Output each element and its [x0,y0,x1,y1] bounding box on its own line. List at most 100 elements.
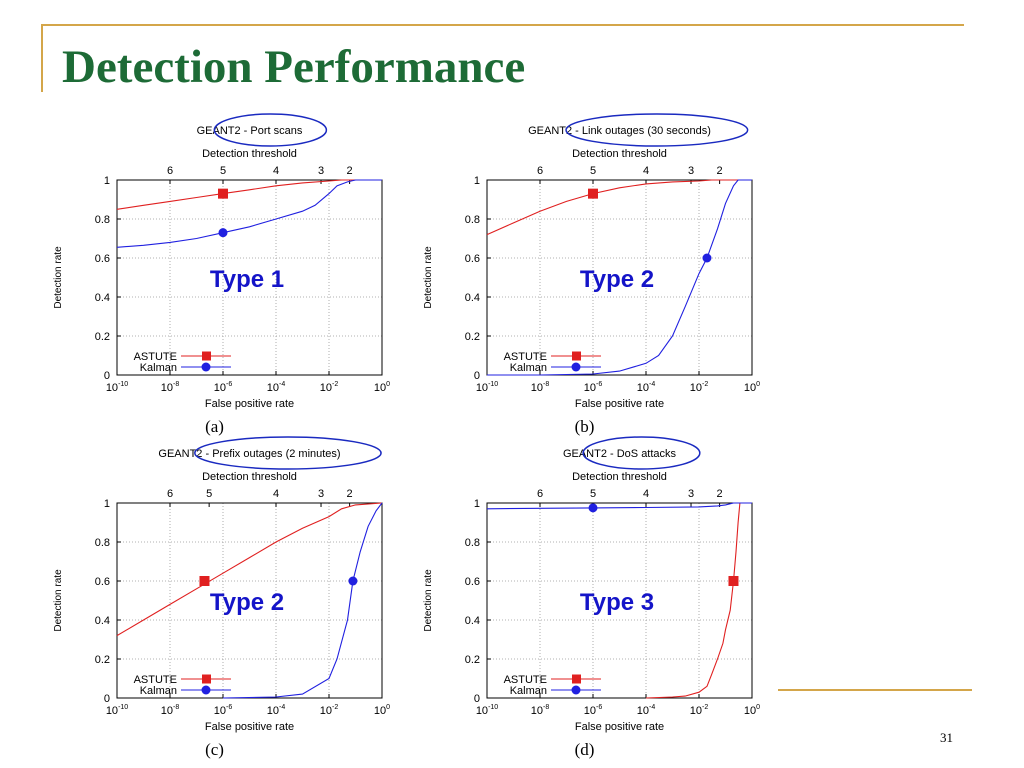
marker-kalman [348,576,358,586]
x-tick-label: 10-2 [320,704,339,717]
x-axis-label: False positive rate [575,721,664,733]
legend-label-kalman: Kalman [510,685,547,697]
y-tick-label: 0.2 [95,654,110,666]
legend-marker-kalman [201,362,211,372]
x2-tick-label: 6 [167,488,173,500]
x-tick-label: 10-6 [584,704,603,717]
chart-title: GEANT2 - Prefix outages (2 minutes) [158,448,340,460]
x-tick-label: 100 [374,381,390,394]
x2-tick-label: 3 [318,165,324,177]
y-tick-label: 0 [104,693,110,705]
slide-title: Detection Performance [62,41,526,93]
type-annotation: Type 3 [580,589,654,616]
y-tick-label: 1 [104,498,110,510]
x2-tick-label: 3 [688,488,694,500]
x2-tick-label: 6 [167,165,173,177]
top-axis-label: Detection threshold [572,148,667,160]
y-tick-label: 0 [104,370,110,382]
x-tick-label: 10-2 [690,381,709,394]
highlight-ellipse [565,113,749,147]
x-tick-label: 10-2 [320,381,339,394]
series-line-kalman [222,502,383,699]
y-axis-label: Detection rate [53,569,64,632]
series-line-astute [116,179,382,210]
chart-title: GEANT2 - Link outages (30 seconds) [528,125,711,137]
x2-tick-label: 4 [273,165,279,177]
x-tick-label: 10-4 [637,704,656,717]
x2-tick-label: 5 [206,488,212,500]
plot-frame [116,179,383,376]
x-tick-label: 100 [374,704,390,717]
panel-caption: (b) [575,417,595,436]
series-line-kalman [486,502,752,510]
chart-title: GEANT2 - Port scans [197,125,303,137]
series-line-kalman [487,179,752,376]
legend-marker-kalman [571,685,581,695]
chart-panel-a: GEANT2 - Port scans Detection threshold 10… [53,113,390,436]
chart-panel-c: GEANT2 - Prefix outages (2 minutes) Detec… [53,436,390,759]
type-annotation: Type 1 [210,266,284,293]
x-tick-label: 10-8 [531,704,550,717]
y-tick-label: 0.2 [95,331,110,343]
x2-tick-label: 2 [717,488,723,500]
x2-tick-label: 6 [537,488,543,500]
top-axis-label: Detection threshold [202,148,297,160]
x-tick-label: 10-10 [106,704,128,717]
x-tick-label: 10-6 [214,381,233,394]
x2-tick-label: 2 [347,488,353,500]
top-rule [41,24,964,26]
series-line-astute [116,502,383,637]
legend-marker-astute [202,351,211,361]
chart-panel-d: GEANT2 - DoS attacks Detection threshold 1… [423,436,760,759]
legend-label-kalman: Kalman [140,362,177,374]
x-tick-label: 10-10 [476,704,498,717]
y-axis-label: Detection rate [423,246,434,309]
x-tick-label: 10-2 [690,704,709,717]
left-rule [41,24,43,92]
series-line-kalman [116,179,382,248]
x-tick-label: 10-10 [106,381,128,394]
x2-tick-label: 4 [643,488,649,500]
legend-label-kalman: Kalman [510,362,547,374]
y-tick-label: 0.4 [465,615,480,627]
x-axis-label: False positive rate [205,721,294,733]
y-tick-label: 1 [474,175,480,187]
panel-caption: (d) [575,740,595,759]
series-line-astute [645,502,752,699]
y-tick-label: 0.8 [465,214,480,226]
x2-tick-label: 3 [318,488,324,500]
legend-label-kalman: Kalman [140,685,177,697]
bottom-rule [778,689,972,691]
legend-label-astute: ASTUTE [134,351,177,363]
y-tick-label: 0.4 [465,292,480,304]
highlight-ellipse [194,436,382,470]
highlight-ellipse [582,436,701,470]
y-tick-label: 0.2 [465,331,480,343]
x-tick-label: 10-4 [267,381,286,394]
legend-marker-astute [202,674,211,684]
marker-astute [588,188,598,199]
legend-label-astute: ASTUTE [134,674,177,686]
x2-tick-label: 6 [537,165,543,177]
x-tick-label: 10-6 [214,704,233,717]
plot-frame [486,502,753,699]
x-axis-label: False positive rate [575,398,664,410]
y-tick-label: 0.6 [95,253,110,265]
x2-tick-label: 3 [688,165,694,177]
x-tick-label: 100 [744,381,760,394]
x-axis-label: False positive rate [205,398,294,410]
x-tick-label: 10-4 [637,381,656,394]
legend-label-astute: ASTUTE [504,674,547,686]
y-tick-label: 0.4 [95,292,110,304]
y-axis-label: Detection rate [423,569,434,632]
top-axis-label: Detection threshold [202,471,297,483]
page-number: 31 [940,730,953,745]
panel-caption: (a) [205,417,224,436]
legend-marker-astute [572,351,581,361]
x2-tick-label: 5 [220,165,226,177]
marker-kalman [702,253,712,263]
y-tick-label: 0.4 [95,615,110,627]
plot-frame [486,179,753,376]
x2-tick-label: 5 [590,488,596,500]
marker-astute [218,188,228,199]
